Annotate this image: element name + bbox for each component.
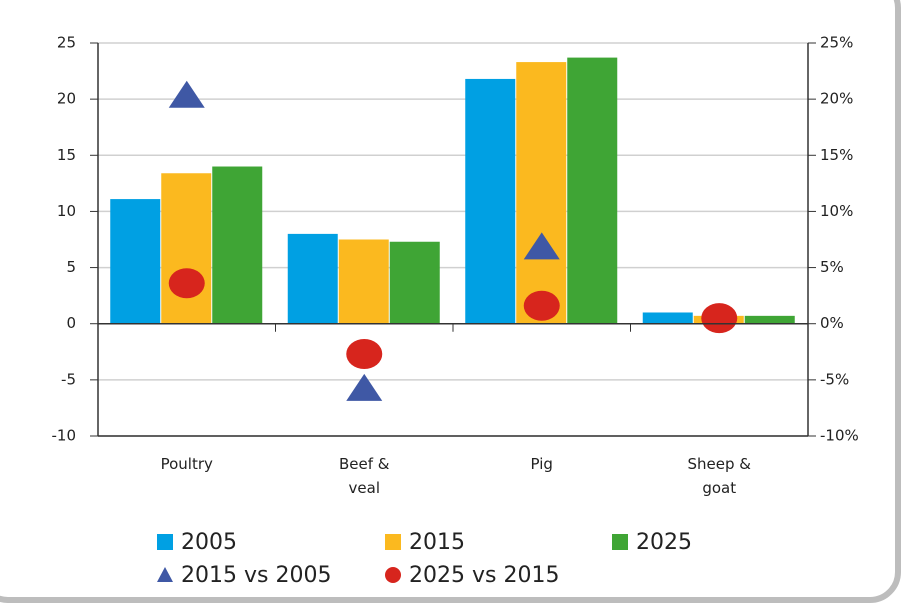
legend-label: 2005 [181, 530, 237, 555]
y2-tick-label: -10% [820, 427, 859, 445]
legend-swatch [612, 534, 628, 550]
y2-tick-label: 25% [820, 34, 853, 52]
y-tick-label: 25 [57, 34, 76, 52]
bar [516, 62, 567, 324]
x-tick-label: Poultry [161, 455, 213, 473]
bar [567, 57, 618, 324]
legend-swatch [157, 534, 173, 550]
bar [744, 315, 795, 324]
bar [161, 173, 212, 324]
y2-tick-label: 15% [820, 146, 853, 164]
x-tick-label: Sheep & goat [688, 455, 752, 497]
y2-tick-label: 5% [820, 258, 844, 276]
y-tick-label: 5 [66, 258, 76, 276]
legend-swatch [157, 567, 173, 582]
triangle-marker [346, 373, 383, 401]
triangle-marker [168, 80, 205, 108]
bar [389, 241, 440, 324]
legend-swatch [385, 567, 401, 583]
bar [110, 199, 161, 324]
y-tick-label: -5 [61, 370, 76, 388]
y-tick-label: -10 [52, 427, 77, 445]
x-tick-label: Beef & veal [339, 455, 390, 497]
legend-label: 2025 vs 2015 [409, 563, 559, 588]
y2-tick-label: 20% [820, 90, 853, 108]
circle-marker [523, 290, 560, 321]
y-tick-label: 20 [57, 90, 76, 108]
circle-marker [168, 268, 205, 299]
y2-tick-label: 10% [820, 202, 853, 220]
bar [642, 312, 693, 324]
y-tick-label: 0 [66, 314, 76, 332]
bar [338, 239, 389, 324]
x-tick-label: Pig [531, 455, 553, 473]
circle-marker [346, 339, 383, 370]
triangle-marker [523, 232, 560, 260]
legend-swatch [385, 534, 401, 550]
y-tick-label: 10 [57, 202, 76, 220]
bar [287, 233, 338, 324]
legend-label: 2015 [409, 530, 465, 555]
bar [465, 78, 516, 324]
legend-label: 2025 [636, 530, 692, 555]
y-tick-label: 15 [57, 146, 76, 164]
circle-marker [701, 303, 738, 334]
y2-tick-label: -5% [820, 370, 849, 388]
bar [212, 166, 263, 324]
y2-tick-label: 0% [820, 314, 844, 332]
legend-label: 2015 vs 2005 [181, 563, 331, 588]
